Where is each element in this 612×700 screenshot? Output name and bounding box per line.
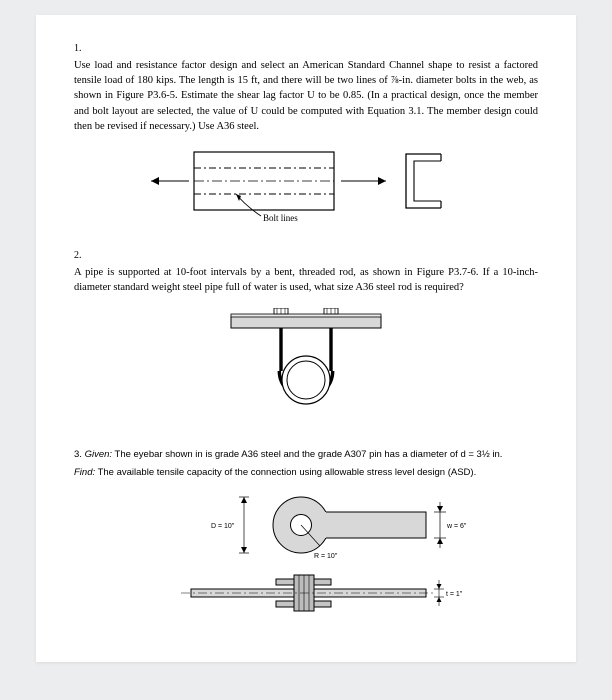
dim-D-label: D = 10" xyxy=(211,523,235,530)
document-page: 1. Use load and resistance factor design… xyxy=(36,15,576,662)
dim-R-label: R = 10" xyxy=(314,553,338,560)
nut-right xyxy=(324,308,338,314)
problem-3-find: Find: The available tensile capacity of … xyxy=(74,466,538,480)
bolt-lines-label: Bolt lines xyxy=(263,213,298,223)
eyebar-side-view: t = 1" xyxy=(136,572,476,622)
find-label: Find: xyxy=(74,467,95,478)
problem-1-text: Use load and resistance factor design an… xyxy=(74,58,538,134)
given-text: The eyebar shown in is grade A36 steel a… xyxy=(112,449,502,460)
problem-1-number: 1. xyxy=(74,43,538,54)
problem-3-number: 3. xyxy=(74,449,82,460)
channel-bolt-diagram: Bolt lines xyxy=(141,146,471,230)
nut-left xyxy=(274,308,288,314)
dim-t-label: t = 1" xyxy=(446,591,463,598)
figure-1: Bolt lines xyxy=(74,146,538,230)
find-text: The available tensile capacity of the co… xyxy=(95,467,476,478)
problem-2-text: A pipe is supported at 10-foot intervals… xyxy=(74,265,538,295)
given-label: Given: xyxy=(85,449,112,460)
figure-2 xyxy=(74,308,538,428)
eyebar-plan-view: D = 10" w = 6" R = 10" xyxy=(136,492,476,562)
figure-3: D = 10" w = 6" R = 10" xyxy=(74,492,538,622)
problem-3-given: 3. Given: The eyebar shown in is grade A… xyxy=(74,448,538,462)
problem-2-number: 2. xyxy=(74,250,538,261)
pipe-hanger-diagram xyxy=(201,308,411,428)
dim-w-label: w = 6" xyxy=(446,523,467,530)
